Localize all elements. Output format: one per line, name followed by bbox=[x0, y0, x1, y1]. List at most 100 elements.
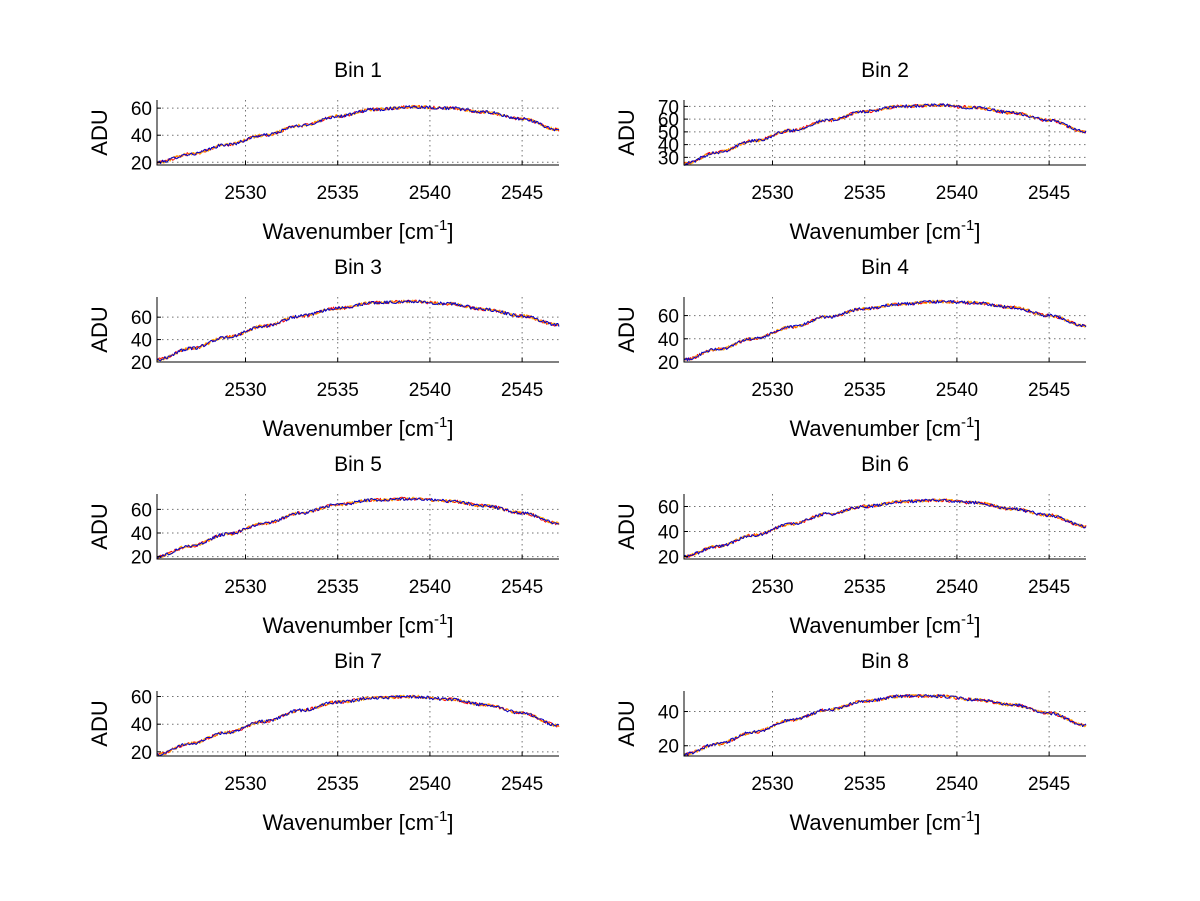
x-tick-label: 2540 bbox=[936, 577, 978, 598]
y-tick-label: 60 bbox=[658, 307, 679, 328]
series-line-3 bbox=[156, 497, 560, 559]
x-tick-label: 2540 bbox=[936, 774, 978, 795]
series-line-3 bbox=[683, 694, 1087, 756]
axis-frame bbox=[156, 691, 559, 757]
x-tick-label: 2530 bbox=[751, 380, 793, 401]
series-line-1 bbox=[156, 299, 560, 361]
x-tick-label: 2540 bbox=[936, 183, 978, 204]
series-line-2 bbox=[683, 498, 1087, 558]
subplot-bin-5: 2530 2535 2540 2545 20 40 60 Bin 5 Wavenumber [c… bbox=[87, 453, 560, 638]
y-axis-label: ADU bbox=[614, 109, 639, 155]
x-tick-label: 2535 bbox=[317, 774, 359, 795]
y-tick-label: 40 bbox=[131, 715, 152, 736]
y-tick-label: 60 bbox=[131, 99, 152, 120]
x-tick-label: 2545 bbox=[501, 577, 543, 598]
x-tick-label: 2545 bbox=[1028, 380, 1070, 401]
y-tick-label: 40 bbox=[658, 330, 679, 351]
axis-frame bbox=[683, 494, 1086, 560]
x-tick-label: 2540 bbox=[409, 774, 451, 795]
x-tick-label: 2535 bbox=[844, 380, 886, 401]
x-tick-label: 2535 bbox=[844, 774, 886, 795]
series-line-3 bbox=[683, 498, 1087, 558]
subplot-title: Bin 3 bbox=[334, 256, 382, 279]
x-tick-label: 2530 bbox=[224, 183, 266, 204]
x-tick-label: 2530 bbox=[224, 380, 266, 401]
x-tick-label: 2535 bbox=[317, 577, 359, 598]
x-tick-label: 2535 bbox=[317, 380, 359, 401]
axis-frame bbox=[683, 691, 1086, 757]
x-tick-label: 2530 bbox=[224, 774, 266, 795]
x-tick-label: 2540 bbox=[936, 380, 978, 401]
x-tick-label: 2545 bbox=[1028, 183, 1070, 204]
series-line-2 bbox=[156, 299, 560, 362]
x-tick-label: 2540 bbox=[409, 183, 451, 204]
x-axis-label: Wavenumber [cm-1] bbox=[262, 217, 453, 244]
series-line-1 bbox=[683, 498, 1087, 559]
subplot-title: Bin 2 bbox=[861, 59, 909, 82]
subplot-title: Bin 5 bbox=[334, 453, 382, 476]
subplot-title: Bin 1 bbox=[334, 59, 382, 82]
x-axis-label: Wavenumber [cm-1] bbox=[262, 808, 453, 835]
y-tick-label: 20 bbox=[658, 548, 679, 569]
subplot-title: Bin 6 bbox=[861, 453, 909, 476]
series-line-3 bbox=[156, 299, 560, 362]
series-line-1 bbox=[683, 103, 1087, 166]
series-line-2 bbox=[156, 694, 560, 757]
x-tick-label: 2545 bbox=[501, 380, 543, 401]
y-axis-label: ADU bbox=[87, 503, 112, 549]
y-tick-label: 20 bbox=[658, 737, 679, 758]
y-tick-label: 60 bbox=[658, 498, 679, 519]
x-tick-label: 2530 bbox=[751, 774, 793, 795]
series-line-2 bbox=[683, 103, 1087, 166]
series-line-1 bbox=[156, 694, 560, 756]
y-axis-label: ADU bbox=[87, 700, 112, 746]
x-tick-label: 2545 bbox=[1028, 774, 1070, 795]
x-axis-label: Wavenumber [cm-1] bbox=[789, 611, 980, 638]
y-tick-label: 60 bbox=[658, 110, 679, 131]
series-line-3 bbox=[683, 299, 1087, 362]
y-tick-label: 40 bbox=[658, 523, 679, 544]
series-line-2 bbox=[683, 299, 1087, 361]
x-tick-label: 2545 bbox=[1028, 577, 1070, 598]
series-line-3 bbox=[156, 105, 560, 164]
subplot-bin-7: 2530 2535 2540 2545 20 40 60 Bin 7 Wavenumber [c… bbox=[87, 650, 560, 835]
subplot-bin-8: 2530 2535 2540 2545 20 40 Bin 8 Wavenumber [cm-… bbox=[614, 650, 1087, 835]
y-tick-label: 20 bbox=[131, 153, 152, 174]
y-axis-label: ADU bbox=[87, 306, 112, 352]
y-tick-label: 70 bbox=[658, 97, 679, 118]
x-tick-label: 2530 bbox=[751, 183, 793, 204]
subplot-title: Bin 4 bbox=[861, 256, 909, 279]
subplot-title: Bin 8 bbox=[861, 650, 909, 673]
x-tick-label: 2530 bbox=[751, 577, 793, 598]
x-tick-label: 2545 bbox=[501, 183, 543, 204]
x-axis-label: Wavenumber [cm-1] bbox=[789, 217, 980, 244]
y-tick-label: 60 bbox=[131, 500, 152, 521]
y-tick-label: 60 bbox=[131, 308, 152, 329]
x-tick-label: 2530 bbox=[224, 577, 266, 598]
y-tick-label: 40 bbox=[658, 136, 679, 157]
y-tick-label: 40 bbox=[131, 331, 152, 352]
y-axis-label: ADU bbox=[87, 109, 112, 155]
x-tick-label: 2535 bbox=[844, 183, 886, 204]
x-tick-label: 2545 bbox=[501, 774, 543, 795]
subplot-bin-6: 2530 2535 2540 2545 20 40 60 Bin 6 Wavenumber [c… bbox=[614, 453, 1087, 638]
x-axis-label: Wavenumber [cm-1] bbox=[262, 414, 453, 441]
x-axis-label: Wavenumber [cm-1] bbox=[789, 808, 980, 835]
y-axis-label: ADU bbox=[614, 700, 639, 746]
y-axis-label: ADU bbox=[614, 306, 639, 352]
y-tick-label: 20 bbox=[131, 548, 152, 569]
y-tick-label: 50 bbox=[658, 123, 679, 144]
y-tick-label: 20 bbox=[658, 353, 679, 374]
series-line-1 bbox=[156, 496, 560, 559]
y-tick-label: 60 bbox=[131, 688, 152, 709]
x-tick-label: 2535 bbox=[844, 577, 886, 598]
series-line-3 bbox=[156, 695, 560, 757]
y-tick-label: 40 bbox=[131, 524, 152, 545]
axis-frame bbox=[683, 100, 1086, 166]
y-axis-label: ADU bbox=[614, 503, 639, 549]
axis-frame bbox=[156, 100, 559, 166]
subplot-title: Bin 7 bbox=[334, 650, 382, 673]
